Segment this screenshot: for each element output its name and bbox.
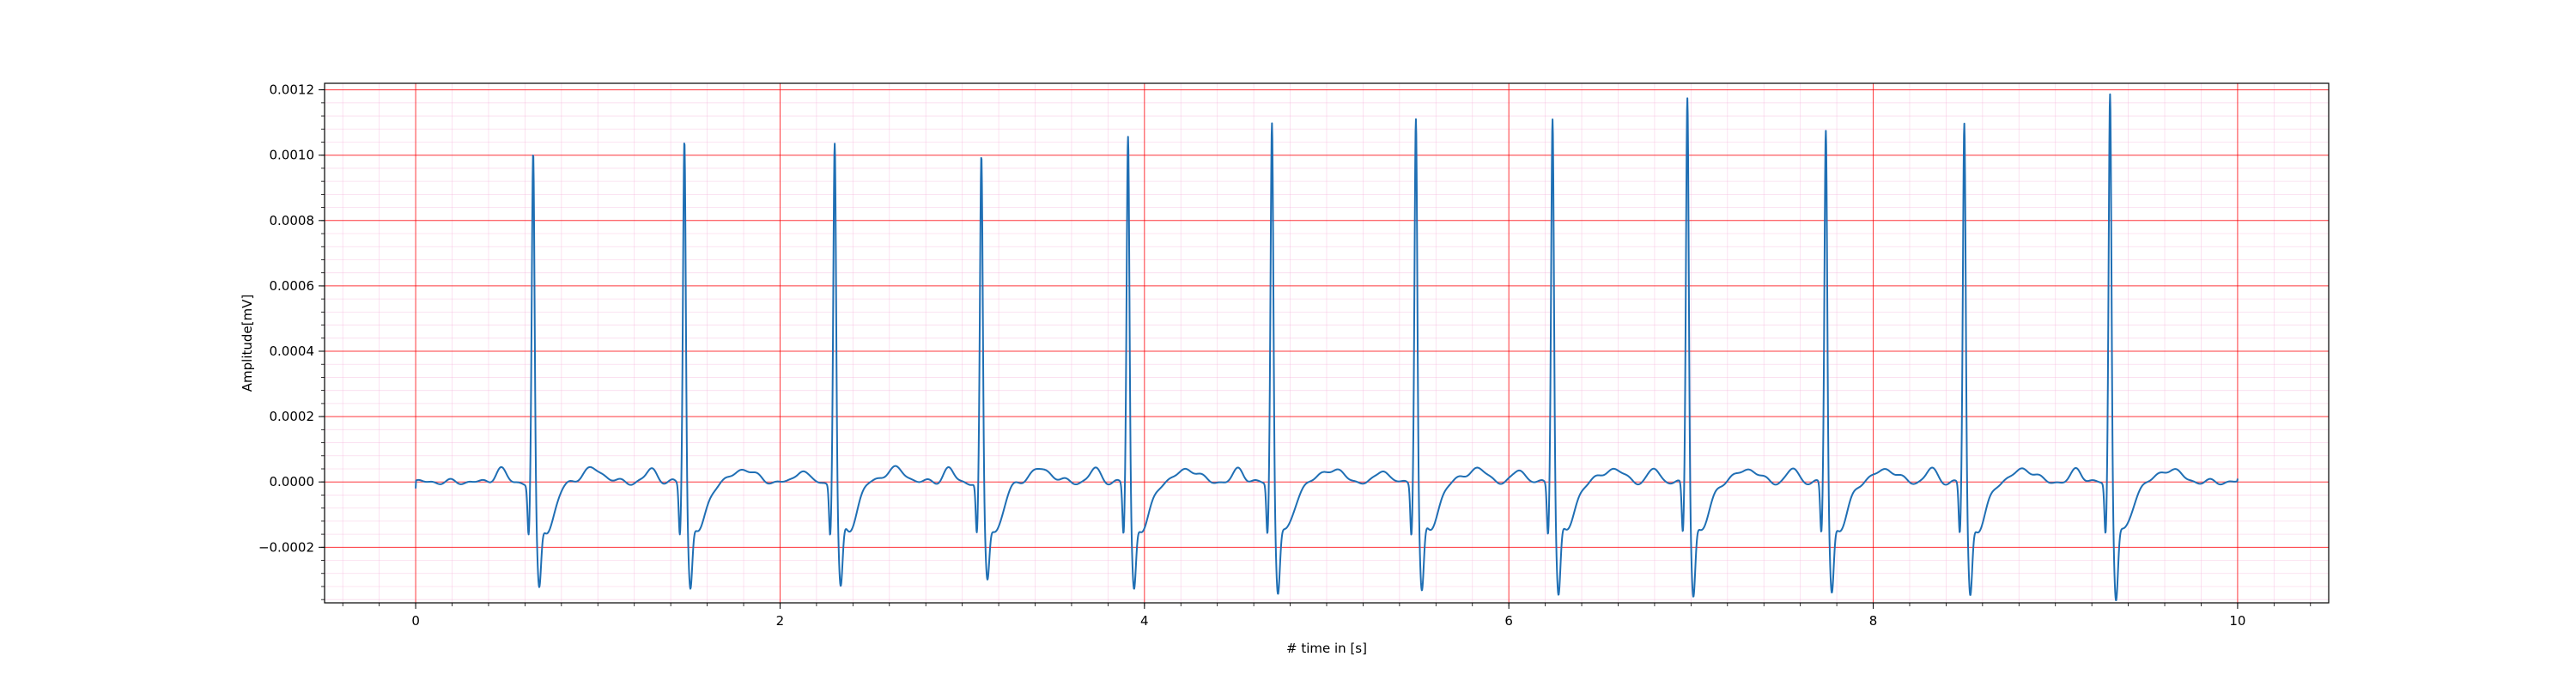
y-tick-label: 0.0012 xyxy=(270,82,315,98)
x-tick-label: 6 xyxy=(1504,613,1513,629)
ecg-signal-line xyxy=(415,93,2239,602)
x-tick-label: 8 xyxy=(1869,613,1878,629)
y-tick-label: 0.0006 xyxy=(270,278,315,294)
y-tick-label: 0.0008 xyxy=(270,213,315,228)
x-tick-label: 0 xyxy=(411,613,420,629)
y-tick-label: 0.0000 xyxy=(270,474,315,489)
x-tick-label: 4 xyxy=(1140,613,1149,629)
x-tick-label: 2 xyxy=(776,613,785,629)
x-axis-ticks: 0 2 4 6 8 10 xyxy=(342,603,2312,629)
ecg-signal-group xyxy=(415,93,2239,602)
x-tick-label: 10 xyxy=(2229,613,2245,629)
y-axis-label: Amplitude[mV] xyxy=(240,295,255,392)
y-tick-label: 0.0004 xyxy=(270,344,315,359)
y-tick-label: −0.0002 xyxy=(258,539,314,555)
y-tick-label: 0.0010 xyxy=(270,148,315,163)
y-axis-ticks: −0.0002 0.0000 0.0002 0.0004 0.0006 0.0008 0.0… xyxy=(258,82,325,600)
x-axis-label: # time in [s] xyxy=(1286,641,1367,656)
major-grid xyxy=(325,83,2329,603)
y-tick-label: 0.0002 xyxy=(270,409,315,424)
